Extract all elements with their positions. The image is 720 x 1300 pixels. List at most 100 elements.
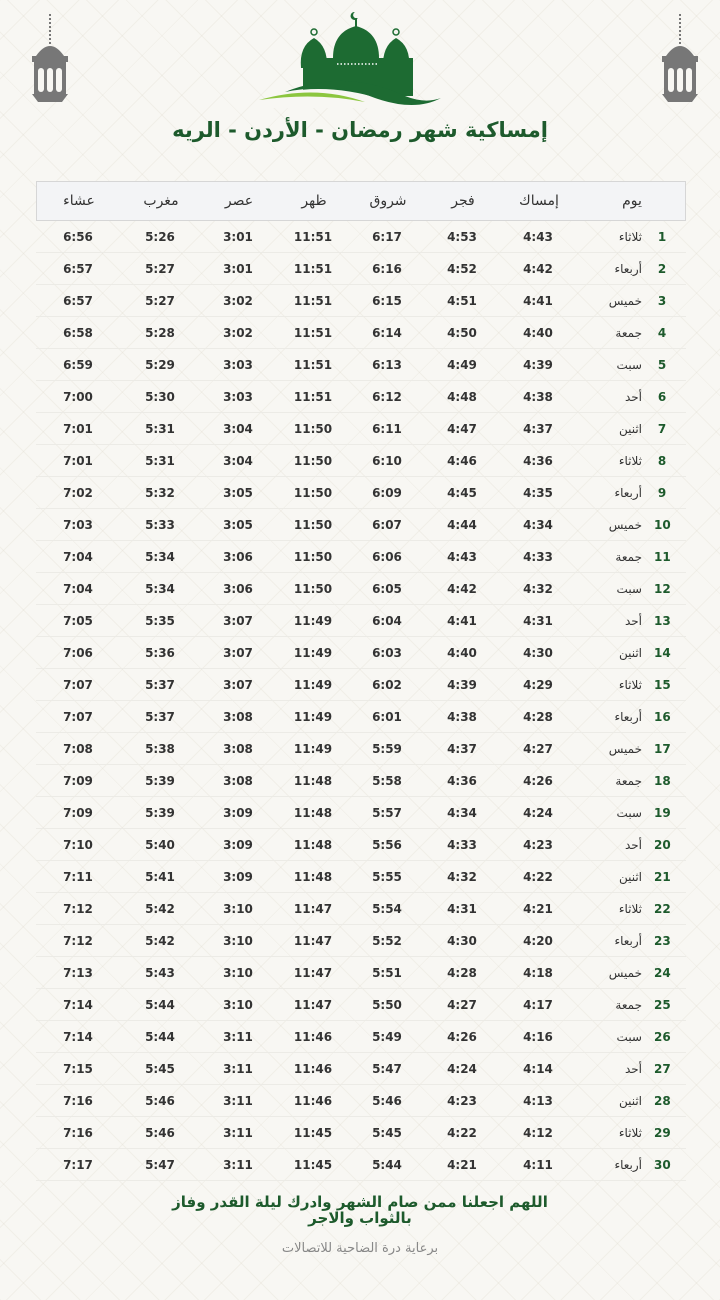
fajr-time: 4:37 xyxy=(447,741,477,756)
imsak-time: 4:38 xyxy=(523,389,553,404)
isha-time: 6:57 xyxy=(63,261,93,276)
day-number: 21 xyxy=(654,869,671,884)
asr-time: 3:10 xyxy=(223,933,253,948)
fajr-time: 4:40 xyxy=(447,645,477,660)
dhuhr-time: 11:45 xyxy=(293,1157,333,1172)
maghrib-time: 5:41 xyxy=(145,869,175,884)
asr-time: 3:08 xyxy=(223,773,253,788)
dhuhr-time: 11:46 xyxy=(293,1061,333,1076)
fajr-time: 4:41 xyxy=(447,613,477,628)
table-row: 7:17 5:47 3:11 11:45 5:44 4:21 4:11 أربعاء 30 xyxy=(36,1149,686,1181)
day-number: 28 xyxy=(654,1093,671,1108)
isha-time: 7:04 xyxy=(63,549,93,564)
day-name: جمعة xyxy=(615,773,642,788)
shuruq-time: 6:14 xyxy=(372,325,402,340)
table-row: 7:08 5:38 3:08 11:49 5:59 4:37 4:27 خميس 17 xyxy=(36,733,686,765)
shuruq-time: 6:05 xyxy=(372,581,402,596)
dhuhr-time: 11:49 xyxy=(293,677,333,692)
day-name: اثنين xyxy=(618,1093,642,1108)
asr-time: 3:10 xyxy=(223,997,253,1012)
day-name: أحد xyxy=(624,1061,642,1076)
imsak-time: 4:24 xyxy=(523,805,553,820)
isha-time: 7:12 xyxy=(63,933,93,948)
maghrib-time: 5:30 xyxy=(145,389,175,404)
day-number: 25 xyxy=(654,997,671,1012)
prayer-times-table: عشاء مغرب عصر ظهر شروق فجر إمساك يوم 6:5… xyxy=(36,181,686,1181)
day-number: 7 xyxy=(657,421,667,436)
asr-time: 3:11 xyxy=(223,1125,253,1140)
imsak-time: 4:27 xyxy=(523,741,553,756)
asr-time: 3:02 xyxy=(223,325,253,340)
day-name: ثلاثاء xyxy=(618,677,642,692)
table-row: 7:05 5:35 3:07 11:49 6:04 4:41 4:31 أحد 13 xyxy=(36,605,686,637)
maghrib-time: 5:47 xyxy=(145,1157,175,1172)
day-name: سبت xyxy=(616,1029,642,1044)
table-row: 7:16 5:46 3:11 11:46 5:46 4:23 4:13 اثنين 28 xyxy=(36,1085,686,1117)
imsak-time: 4:37 xyxy=(523,421,553,436)
table-row: 7:02 5:32 3:05 11:50 6:09 4:45 4:35 أربعاء 9 xyxy=(36,477,686,509)
dua-text: اللهم اجعلنا ممن صام الشهر وادرك ليلة ال… xyxy=(172,1193,548,1227)
shuruq-time: 6:07 xyxy=(372,517,402,532)
table-row: 7:09 5:39 3:08 11:48 5:58 4:36 4:26 جمعة 18 xyxy=(36,765,686,797)
isha-time: 7:05 xyxy=(63,613,93,628)
shuruq-time: 5:57 xyxy=(372,805,402,820)
fajr-time: 4:50 xyxy=(447,325,477,340)
isha-time: 7:14 xyxy=(63,1029,93,1044)
day-name: أربعاء xyxy=(614,933,642,948)
col-shuruq: شروق xyxy=(369,193,407,209)
col-day: يوم xyxy=(622,193,642,209)
day-cell: سبت 26 xyxy=(576,1030,686,1044)
day-number: 15 xyxy=(654,677,671,692)
shuruq-time: 6:04 xyxy=(372,613,402,628)
maghrib-time: 5:42 xyxy=(145,901,175,916)
day-cell: أربعاء 2 xyxy=(576,262,686,276)
maghrib-time: 5:29 xyxy=(145,357,175,372)
day-cell: أربعاء 16 xyxy=(576,710,686,724)
asr-time: 3:01 xyxy=(223,229,253,244)
day-name: أحد xyxy=(624,389,642,404)
fajr-time: 4:28 xyxy=(447,965,477,980)
isha-time: 7:17 xyxy=(63,1157,93,1172)
day-name: أربعاء xyxy=(614,1157,642,1172)
dhuhr-time: 11:50 xyxy=(293,581,333,596)
day-name: اثنين xyxy=(618,421,642,436)
asr-time: 3:11 xyxy=(223,1061,253,1076)
day-number: 20 xyxy=(654,837,671,852)
table-row: 7:11 5:41 3:09 11:48 5:55 4:32 4:22 اثنين 21 xyxy=(36,861,686,893)
fajr-time: 4:52 xyxy=(447,261,477,276)
table-row: 7:04 5:34 3:06 11:50 6:05 4:42 4:32 سبت 12 xyxy=(36,573,686,605)
fajr-time: 4:33 xyxy=(447,837,477,852)
dhuhr-time: 11:48 xyxy=(293,869,333,884)
imsak-time: 4:29 xyxy=(523,677,553,692)
shuruq-time: 5:44 xyxy=(372,1157,402,1172)
shuruq-time: 6:17 xyxy=(372,229,402,244)
page-title: إمساكية شهر رمضان - الأردن - الريه xyxy=(172,118,548,142)
shuruq-time: 5:47 xyxy=(372,1061,402,1076)
day-number: 23 xyxy=(654,933,671,948)
day-name: خميس xyxy=(608,965,642,980)
imsak-time: 4:23 xyxy=(523,837,553,852)
asr-time: 3:05 xyxy=(223,485,253,500)
day-number: 10 xyxy=(654,517,671,532)
day-name: جمعة xyxy=(615,549,642,564)
isha-time: 7:03 xyxy=(63,517,93,532)
asr-time: 3:06 xyxy=(223,581,253,596)
dhuhr-time: 11:48 xyxy=(293,773,333,788)
imsak-time: 4:13 xyxy=(523,1093,553,1108)
isha-time: 7:16 xyxy=(63,1125,93,1140)
shuruq-time: 6:02 xyxy=(372,677,402,692)
dhuhr-time: 11:46 xyxy=(293,1093,333,1108)
day-cell: أحد 20 xyxy=(576,838,686,852)
isha-time: 6:59 xyxy=(63,357,93,372)
imsak-time: 4:41 xyxy=(523,293,553,308)
fajr-time: 4:46 xyxy=(447,453,477,468)
lantern-icon xyxy=(32,14,68,102)
isha-time: 7:06 xyxy=(63,645,93,660)
day-cell: ثلاثاء 15 xyxy=(576,678,686,692)
isha-time: 7:09 xyxy=(63,805,93,820)
imsak-time: 4:40 xyxy=(523,325,553,340)
shuruq-time: 5:45 xyxy=(372,1125,402,1140)
maghrib-time: 5:37 xyxy=(145,677,175,692)
dhuhr-time: 11:47 xyxy=(293,965,333,980)
table-row: 7:13 5:43 3:10 11:47 5:51 4:28 4:18 خميس 24 xyxy=(36,957,686,989)
